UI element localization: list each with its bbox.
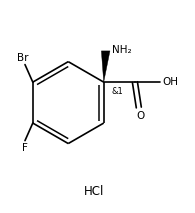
Text: HCl: HCl [83,185,104,198]
Text: O: O [137,111,145,121]
Text: NH₂: NH₂ [112,45,131,55]
Text: F: F [22,142,28,153]
Text: &1: &1 [112,87,123,96]
Polygon shape [101,51,110,82]
Text: Br: Br [17,53,29,63]
Text: OH: OH [162,77,178,87]
